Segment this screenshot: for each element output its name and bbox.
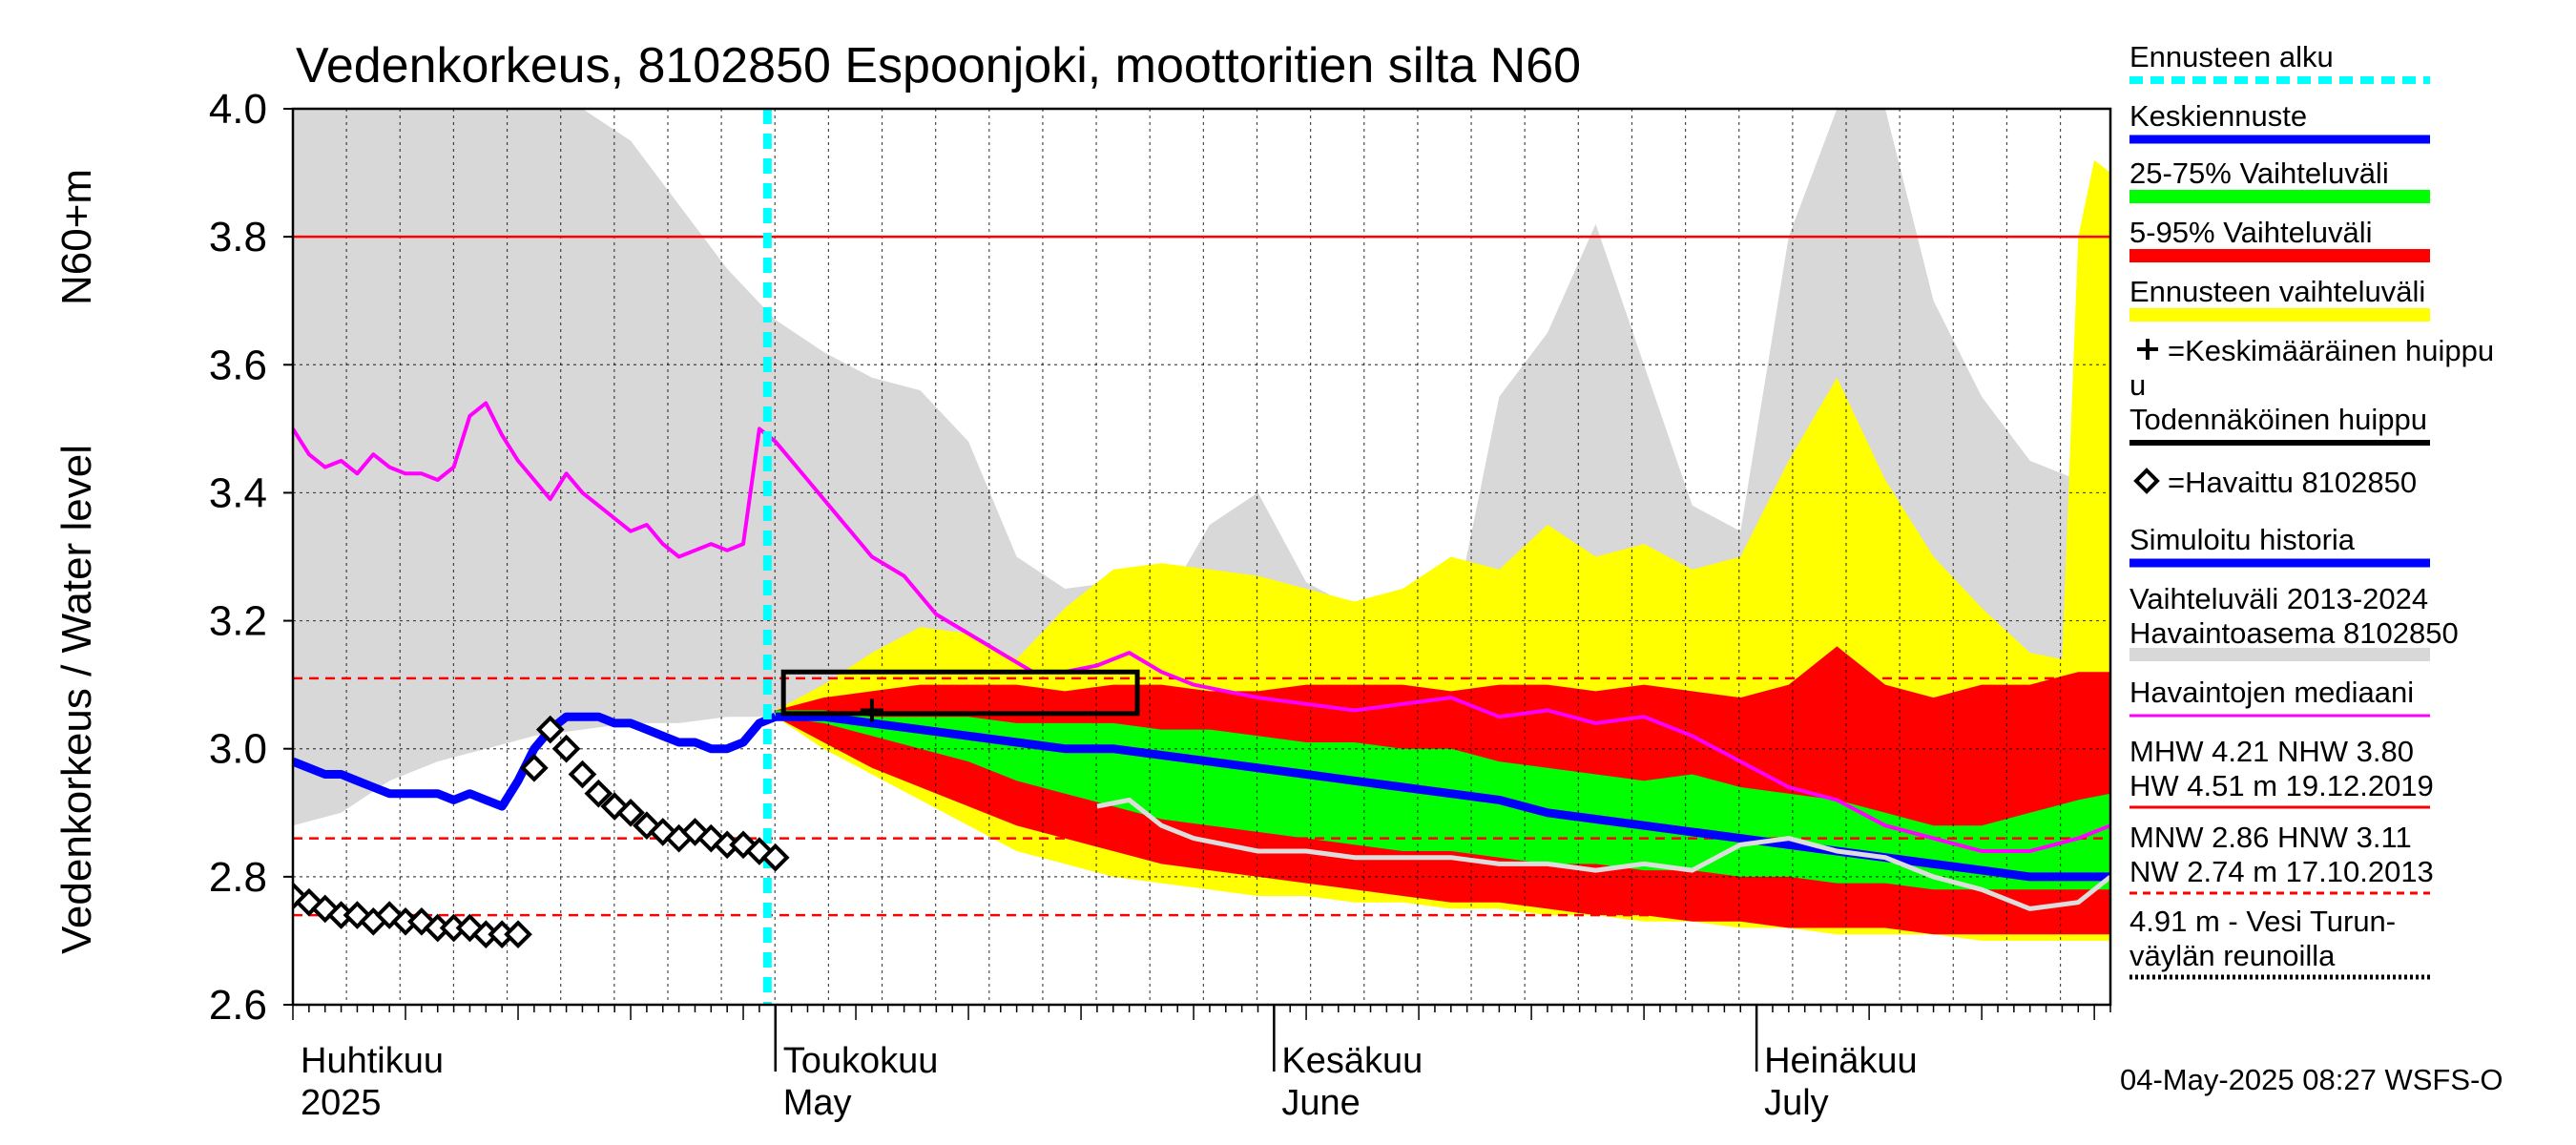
y-axis-label: Vedenkorkeus / Water level (53, 445, 100, 954)
month-label-fi: Toukokuu (783, 1041, 939, 1081)
timestamp: 04-May-2025 08:27 WSFS-O (2120, 1063, 2503, 1096)
series-line-light-grey-line (1096, 797, 2110, 911)
observed-point (745, 837, 774, 865)
legend-label: Vaihteluväli 2013-2024 (2129, 582, 2428, 615)
y-tick-label: 3.8 (209, 214, 267, 260)
month-label-en: May (783, 1083, 852, 1123)
observed-point (520, 754, 549, 782)
plot-content (293, 109, 2110, 1005)
month-label-en: June (1281, 1083, 1360, 1123)
observed-point (616, 798, 645, 827)
observed-point (633, 811, 661, 841)
observed-point (310, 894, 340, 924)
chart-title: Vedenkorkeus, 8102850 Espoonjoki, mootto… (296, 38, 1581, 94)
month-label-fi: Huhtikuu (301, 1041, 444, 1081)
legend-diamond-marker (2133, 468, 2160, 494)
legend-label-secondary: väylän reunoilla (2129, 939, 2336, 972)
observed-point (600, 792, 629, 821)
legend-label: 5-95% Vaihteluväli (2129, 216, 2372, 249)
y-tick-label: 2.6 (209, 982, 267, 1029)
legend-label: Simuloitu historia (2129, 523, 2356, 556)
legend-label: =Keskimääräinen huippu (2168, 334, 2494, 367)
series-line-havaintojen-mediaani (293, 401, 2110, 853)
observed-point (343, 901, 372, 929)
month-label-en: July (1764, 1083, 1829, 1123)
legend-label-secondary: u (2129, 368, 2146, 402)
observed-point (584, 779, 613, 808)
month-label-en: 2025 (301, 1083, 382, 1123)
legend-plus-marker (2137, 339, 2158, 360)
month-label-fi: Heinäkuu (1764, 1041, 1918, 1081)
y-tick-label: 3.6 (209, 342, 267, 388)
legend-label: Ennusteen alku (2129, 40, 2334, 73)
legend-label: 4.91 m - Vesi Turun- (2129, 905, 2396, 938)
legend-label-secondary: HW 4.51 m 19.12.2019 (2129, 769, 2434, 802)
plot-frame (291, 107, 2112, 1007)
mean-peak-marker (860, 698, 883, 722)
y-tick-label: 4.0 (209, 86, 267, 133)
legend-label: Todennäköinen huippu (2129, 403, 2427, 436)
observed-point (760, 843, 790, 872)
y-axis-unit: N60+m (53, 169, 100, 305)
month-label-fi: Kesäkuu (1281, 1041, 1423, 1081)
y-tick-label: 3.4 (209, 469, 267, 516)
y-tick-label: 2.8 (209, 854, 267, 901)
series-line-keskiennuste (775, 712, 2110, 882)
legend-label: Keskiennuste (2129, 99, 2307, 133)
legend-label-secondary: NW 2.74 m 17.10.2013 (2129, 855, 2434, 888)
observed-point (535, 715, 565, 744)
y-tick-label: 3.2 (209, 598, 267, 645)
legend-label: MHW 4.21 NHW 3.80 (2129, 735, 2414, 768)
legend-label: MNW 2.86 HNW 3.11 (2129, 821, 2412, 854)
observed-point (696, 823, 726, 853)
observed-point (551, 734, 581, 763)
y-tick-label: 3.0 (209, 726, 267, 773)
legend-label: 25-75% Vaihteluväli (2129, 156, 2389, 190)
legend-label: Havaintojen mediaani (2129, 676, 2414, 709)
series-line-simuloitu-historia (293, 712, 778, 811)
observed-point (504, 920, 532, 949)
legend-label: Ennusteen vaihteluväli (2129, 275, 2425, 308)
observed-point (568, 760, 597, 789)
legend-label-secondary: Havaintoasema 8102850 (2129, 616, 2459, 650)
probable-peak-box (780, 669, 1140, 717)
legend-label: =Havaittu 8102850 (2168, 466, 2417, 499)
y-axis-label-group: Vedenkorkeus / Water level N60+m (53, 169, 100, 954)
legend: Ennusteen alku Keskiennuste 25-75% Vaihtel… (2129, 40, 2494, 980)
